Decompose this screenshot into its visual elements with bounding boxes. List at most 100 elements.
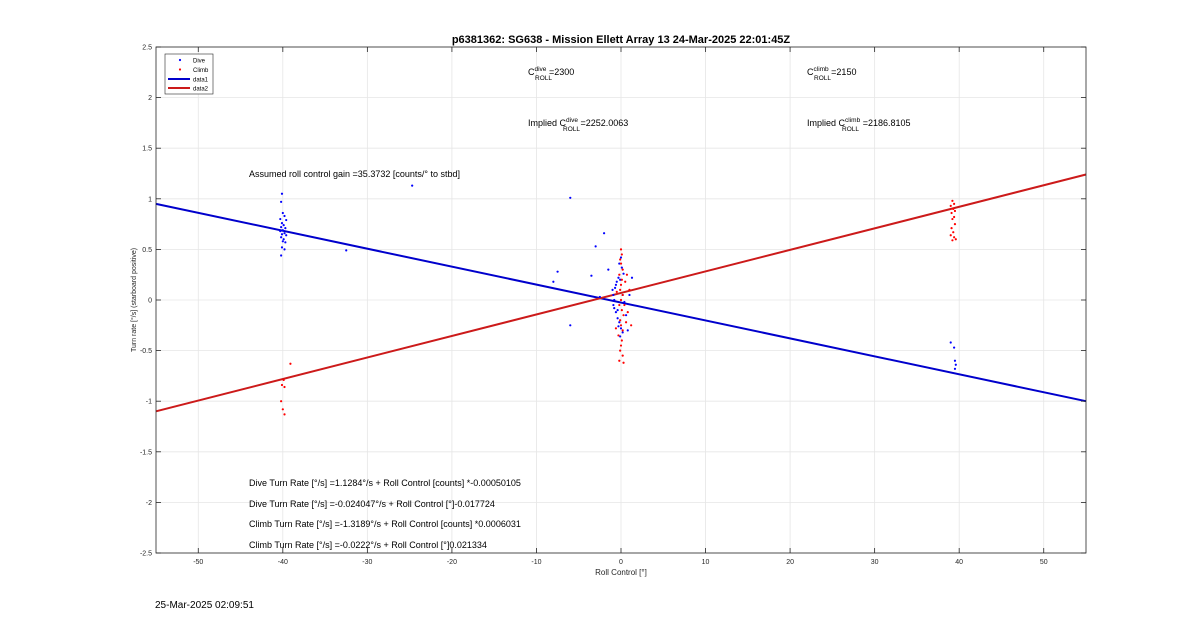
climb-point	[619, 262, 623, 265]
dive-point	[953, 367, 957, 370]
climb-point	[953, 209, 957, 213]
dive-point	[611, 288, 614, 291]
climb-point	[615, 290, 618, 294]
dive-point	[283, 214, 286, 218]
dive-point	[556, 270, 559, 273]
dive-point	[626, 329, 629, 332]
dive-point	[569, 196, 572, 199]
climb-point	[280, 383, 284, 387]
dive-point	[613, 298, 616, 302]
dive-point	[617, 325, 620, 328]
croll-dive-pre: C	[528, 67, 535, 77]
equation-climb-degrees: Climb Turn Rate [°/s] =-0.0222°/s + Roll…	[249, 540, 487, 550]
legend-climb-marker	[178, 68, 182, 71]
y-tick-label: -1.5	[140, 449, 152, 456]
dive-point	[281, 211, 284, 215]
climb-point	[950, 211, 953, 215]
y-tick-label: -1	[146, 399, 152, 406]
y-tick-label: 0.5	[142, 247, 152, 254]
croll-climb-value: =2150	[829, 67, 857, 77]
dive-point	[569, 324, 572, 327]
dive-point	[619, 335, 622, 338]
croll-dive-sup: dive	[535, 66, 547, 73]
implied-dive-value: =2252.0063	[578, 118, 628, 128]
y-tick-label: 1.5	[142, 146, 152, 153]
climb-point	[618, 273, 621, 276]
dive-point	[614, 283, 618, 286]
climb-point	[622, 361, 625, 364]
dive-point	[618, 321, 621, 324]
y-tick-label: 2.5	[142, 45, 152, 52]
x-tick-label: -50	[193, 559, 203, 566]
climb-point	[951, 199, 954, 202]
climb-point	[625, 273, 629, 276]
x-tick-label: 10	[702, 559, 710, 566]
x-tick-label: 40	[955, 559, 963, 566]
climb-point	[619, 283, 623, 286]
x-tick-label: -40	[278, 559, 288, 566]
climb-point	[952, 231, 955, 234]
dive-point	[953, 359, 957, 362]
dive-point	[614, 311, 618, 314]
legend-data1-label: data1	[193, 78, 209, 84]
climb-point	[953, 215, 956, 219]
dive-point	[619, 278, 622, 281]
dive-point	[616, 309, 619, 312]
climb-point	[619, 319, 622, 322]
dive-point	[552, 280, 555, 283]
implied-climb-value: =2186.8105	[860, 118, 910, 128]
dive-point	[612, 303, 615, 307]
croll-dive-annotation: Cdive =2300	[528, 66, 574, 77]
climb-point	[621, 329, 624, 332]
dive-point	[953, 346, 956, 349]
dive-point	[613, 286, 617, 289]
climb-point	[618, 359, 621, 362]
legend-data2-label: data2	[193, 87, 209, 93]
dive-point	[630, 276, 634, 279]
croll-climb-sup: climb	[814, 66, 830, 73]
x-tick-label: -10	[531, 559, 541, 566]
climb-point	[620, 278, 623, 281]
implied-dive-sup: dive	[566, 117, 578, 124]
dive-point	[280, 200, 283, 203]
dive-point	[281, 229, 284, 232]
implied-dive-pre: Implied C	[528, 118, 567, 128]
dive-point	[279, 217, 282, 221]
y-tick-label: 0	[148, 298, 152, 305]
x-tick-label: 0	[619, 559, 623, 566]
climb-point	[619, 298, 623, 302]
scatter-series-climb	[280, 199, 957, 416]
dive-point	[283, 232, 286, 235]
climb-point	[619, 288, 622, 291]
dive-point	[284, 241, 287, 244]
climb-point	[280, 400, 283, 403]
dive-point	[949, 341, 952, 344]
climb-point	[619, 248, 623, 251]
dive-point	[602, 232, 606, 235]
climb-point	[624, 321, 628, 324]
climb-point	[621, 268, 624, 271]
dive-point	[280, 192, 284, 195]
dive-point	[281, 240, 284, 243]
dive-point	[618, 262, 621, 265]
legend: Dive Climb data1 data2	[164, 53, 214, 95]
y-tick-label: -0.5	[140, 348, 152, 355]
series-layer	[155, 173, 1087, 416]
equation-dive-degrees: Dive Turn Rate [°/s] =-0.024047°/s + Rol…	[249, 499, 495, 509]
dive-point	[615, 280, 618, 283]
y-tick-label: -2.5	[140, 551, 152, 558]
climb-point	[628, 288, 631, 291]
climb-point	[619, 349, 622, 352]
climb-point	[951, 239, 954, 242]
legend-dive-marker	[178, 58, 182, 62]
legend-climb-label: Climb	[193, 68, 209, 74]
dive-point	[628, 293, 631, 297]
climb-point	[621, 293, 624, 297]
x-tick-label: -20	[447, 559, 457, 566]
equation-climb-counts: Climb Turn Rate [°/s] =-1.3189°/s + Roll…	[249, 519, 521, 529]
fit-line-data1	[155, 202, 1087, 403]
implied-climb-sup: climb	[845, 117, 861, 124]
dive-point	[285, 234, 288, 237]
dive-point	[280, 233, 284, 236]
implied-climb-annotation: Implied Cclimb =2186.8105	[807, 117, 911, 128]
